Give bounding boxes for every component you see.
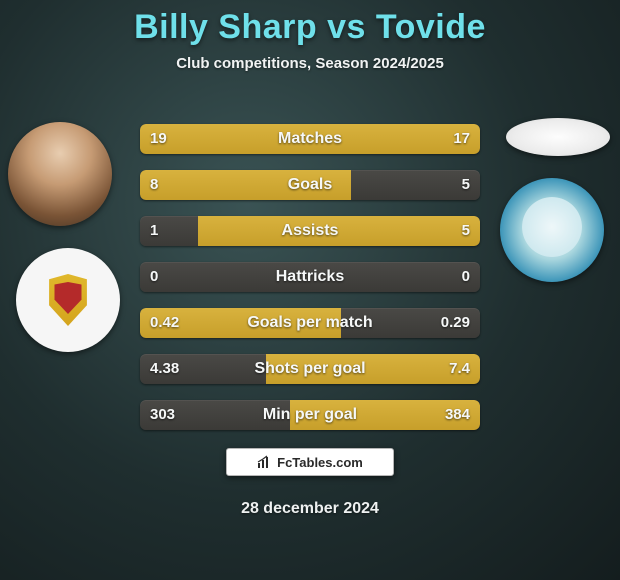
club-badge-left <box>16 248 120 352</box>
stat-row: 85Goals <box>140 170 480 200</box>
stat-label: Matches <box>140 124 480 154</box>
comparison-bars: 1917Matches 85Goals 15Assists 00Hattricks 0.… <box>140 124 480 446</box>
player-avatar-left <box>8 122 112 226</box>
eagle-icon <box>522 197 582 257</box>
club-badge-right <box>500 178 604 282</box>
stat-row: 00Hattricks <box>140 262 480 292</box>
chart-icon <box>257 455 271 469</box>
stat-row: 303384Min per goal <box>140 400 480 430</box>
flag-right <box>506 118 610 156</box>
stat-label: Shots per goal <box>140 354 480 384</box>
stat-label: Goals <box>140 170 480 200</box>
stat-row: 15Assists <box>140 216 480 246</box>
page-title: Billy Sharp vs Tovide <box>0 0 620 47</box>
stat-label: Assists <box>140 216 480 246</box>
footer-date: 28 december 2024 <box>0 500 620 518</box>
stat-row: 4.387.4Shots per goal <box>140 354 480 384</box>
stat-label: Hattricks <box>140 262 480 292</box>
stat-row: 1917Matches <box>140 124 480 154</box>
brand-text: FcTables.com <box>277 455 363 470</box>
crest-icon <box>47 274 89 326</box>
stat-label: Min per goal <box>140 400 480 430</box>
page-subtitle: Club competitions, Season 2024/2025 <box>0 55 620 72</box>
brand-badge[interactable]: FcTables.com <box>226 448 394 476</box>
stat-row: 0.420.29Goals per match <box>140 308 480 338</box>
stat-label: Goals per match <box>140 308 480 338</box>
